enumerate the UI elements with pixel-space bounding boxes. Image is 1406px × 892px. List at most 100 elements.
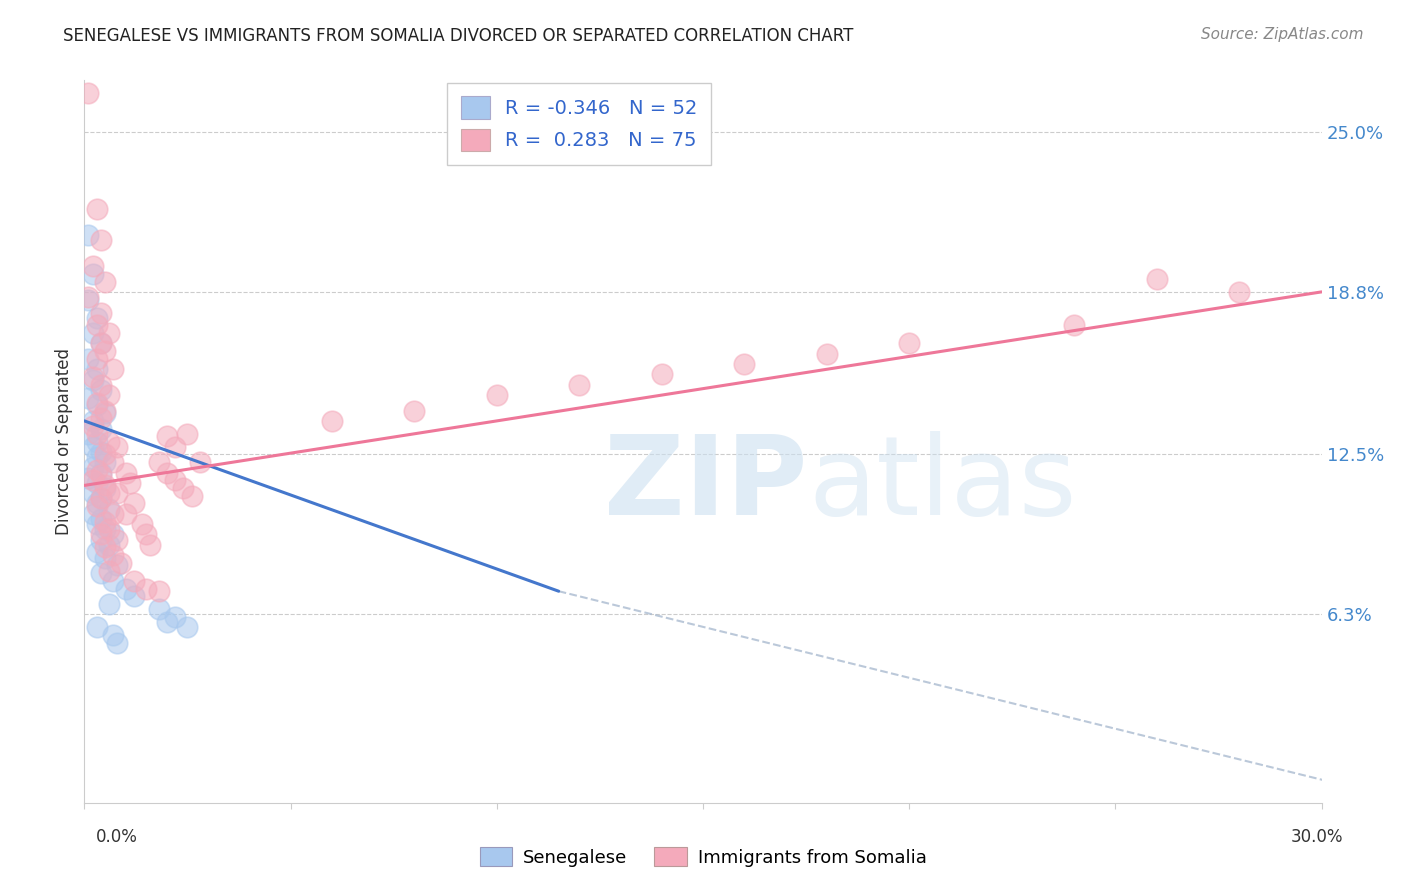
Point (114, 466, 136, 480)
Point (94, 447, 117, 461)
Text: Source: ZipAtlas.com: Source: ZipAtlas.com (1201, 27, 1364, 42)
Point (90, 422, 112, 436)
Point (122, 590, 145, 604)
Point (156, 429, 179, 443)
Point (90, 512, 112, 526)
Point (77, 391, 100, 405)
Point (90, 233, 112, 247)
Point (77, 293, 100, 307)
Text: SENEGALESE VS IMMIGRANTS FROM SOMALIA DIVORCED OR SEPARATED CORRELATION CHART: SENEGALESE VS IMMIGRANTS FROM SOMALIA DI… (63, 27, 853, 45)
Point (86, 463, 108, 477)
Point (77, 86, 100, 100)
Point (90, 336, 112, 351)
Point (86, 496, 108, 510)
Point (98, 388, 121, 402)
Point (176, 426, 198, 441)
Text: ZIP: ZIP (605, 432, 807, 539)
Legend: Senegalese, Immigrants from Somalia: Senegalese, Immigrants from Somalia (472, 840, 934, 874)
Point (165, 473, 187, 487)
Point (82, 473, 104, 487)
Point (94, 550, 117, 565)
Point (82, 419, 104, 434)
Point (86, 450, 108, 464)
Point (114, 507, 136, 521)
Point (86, 434, 108, 449)
Point (86, 517, 108, 532)
Point (148, 584, 170, 599)
Point (98, 564, 121, 578)
Point (103, 455, 125, 469)
Point (103, 507, 125, 521)
Point (156, 615, 179, 630)
Point (103, 527, 125, 541)
Point (1227, 285, 1250, 299)
Point (188, 455, 211, 469)
Point (86, 398, 108, 412)
Point (98, 486, 121, 500)
Point (131, 517, 153, 532)
Point (148, 455, 170, 469)
Point (94, 455, 117, 469)
Point (148, 602, 170, 616)
Y-axis label: Divorced or Separated: Divorced or Separated (55, 348, 73, 535)
Point (90, 377, 112, 392)
Point (82, 486, 104, 500)
Point (156, 466, 179, 480)
Point (90, 491, 112, 506)
Point (98, 597, 121, 611)
Point (82, 326, 104, 341)
Point (86, 362, 108, 376)
Point (103, 548, 125, 562)
Point (82, 373, 104, 387)
Point (165, 440, 187, 454)
Point (90, 491, 112, 506)
Point (82, 414, 104, 428)
Point (77, 471, 100, 485)
Text: atlas: atlas (808, 432, 1077, 539)
Point (105, 486, 128, 500)
Point (86, 35, 108, 49)
Point (321, 414, 343, 428)
Point (77, 426, 100, 441)
Point (103, 628, 125, 642)
Point (90, 305, 112, 319)
Point (110, 556, 132, 570)
Legend: R = -0.346   N = 52, R =  0.283   N = 75: R = -0.346 N = 52, R = 0.283 N = 75 (447, 83, 711, 165)
Point (98, 326, 121, 341)
Point (118, 475, 141, 490)
Point (139, 538, 162, 552)
Point (94, 403, 117, 417)
Point (98, 522, 121, 536)
Point (485, 388, 508, 402)
Point (1063, 318, 1085, 333)
Point (568, 377, 591, 392)
Point (86, 475, 108, 490)
Point (86, 499, 108, 513)
Point (103, 362, 125, 376)
Point (86, 318, 108, 333)
Point (77, 228, 100, 243)
Text: 0.0%: 0.0% (96, 828, 138, 846)
Point (86, 396, 108, 410)
Point (1146, 272, 1168, 286)
Text: 30.0%: 30.0% (1291, 828, 1343, 846)
Point (82, 460, 104, 475)
Point (815, 347, 838, 361)
Point (86, 202, 108, 217)
Point (86, 310, 108, 325)
Point (90, 527, 112, 541)
Point (122, 574, 145, 588)
Point (98, 538, 121, 552)
Point (404, 403, 426, 417)
Point (82, 440, 104, 454)
Point (135, 582, 157, 596)
Point (172, 481, 194, 495)
Point (86, 426, 108, 441)
Point (86, 620, 108, 634)
Point (90, 566, 112, 581)
Point (90, 533, 112, 547)
Point (94, 406, 117, 420)
Point (90, 336, 112, 351)
Point (94, 481, 117, 495)
Point (98, 501, 121, 516)
